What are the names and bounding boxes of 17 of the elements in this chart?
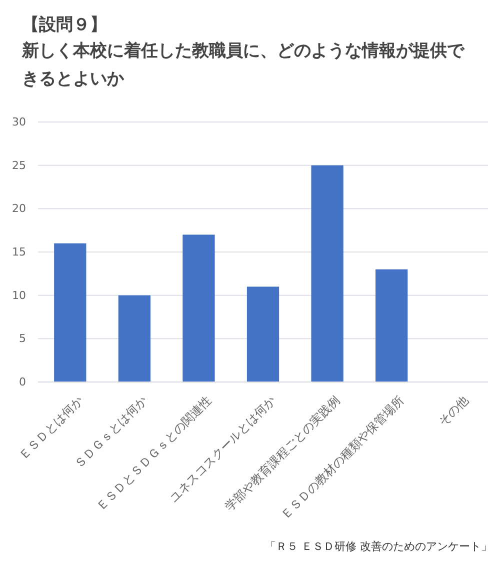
bar bbox=[246, 286, 280, 382]
chart-subtitle: 新しく本校に着任した教職員に、どのような情報が提供できるとよいか bbox=[21, 41, 465, 89]
y-tick-label: 30 bbox=[12, 116, 26, 129]
x-tick-label: その他 bbox=[436, 393, 472, 429]
y-tick-label: 15 bbox=[12, 246, 26, 259]
y-tick-label: 5 bbox=[19, 332, 26, 346]
bar bbox=[54, 243, 86, 382]
text: 「Ｒ５ ＥＳＤ研修 改善のためのアンケート」 bbox=[265, 540, 492, 553]
bar bbox=[311, 165, 344, 382]
bar bbox=[182, 234, 215, 382]
y-tick-label: 10 bbox=[12, 288, 26, 302]
chart-title: 【設問９】 bbox=[22, 15, 107, 35]
y-tick-label: 0 bbox=[19, 376, 26, 389]
y-tick-label: 25 bbox=[12, 158, 26, 172]
y-tick-label: 20 bbox=[12, 202, 26, 216]
bar bbox=[118, 295, 150, 382]
bar bbox=[376, 269, 408, 382]
